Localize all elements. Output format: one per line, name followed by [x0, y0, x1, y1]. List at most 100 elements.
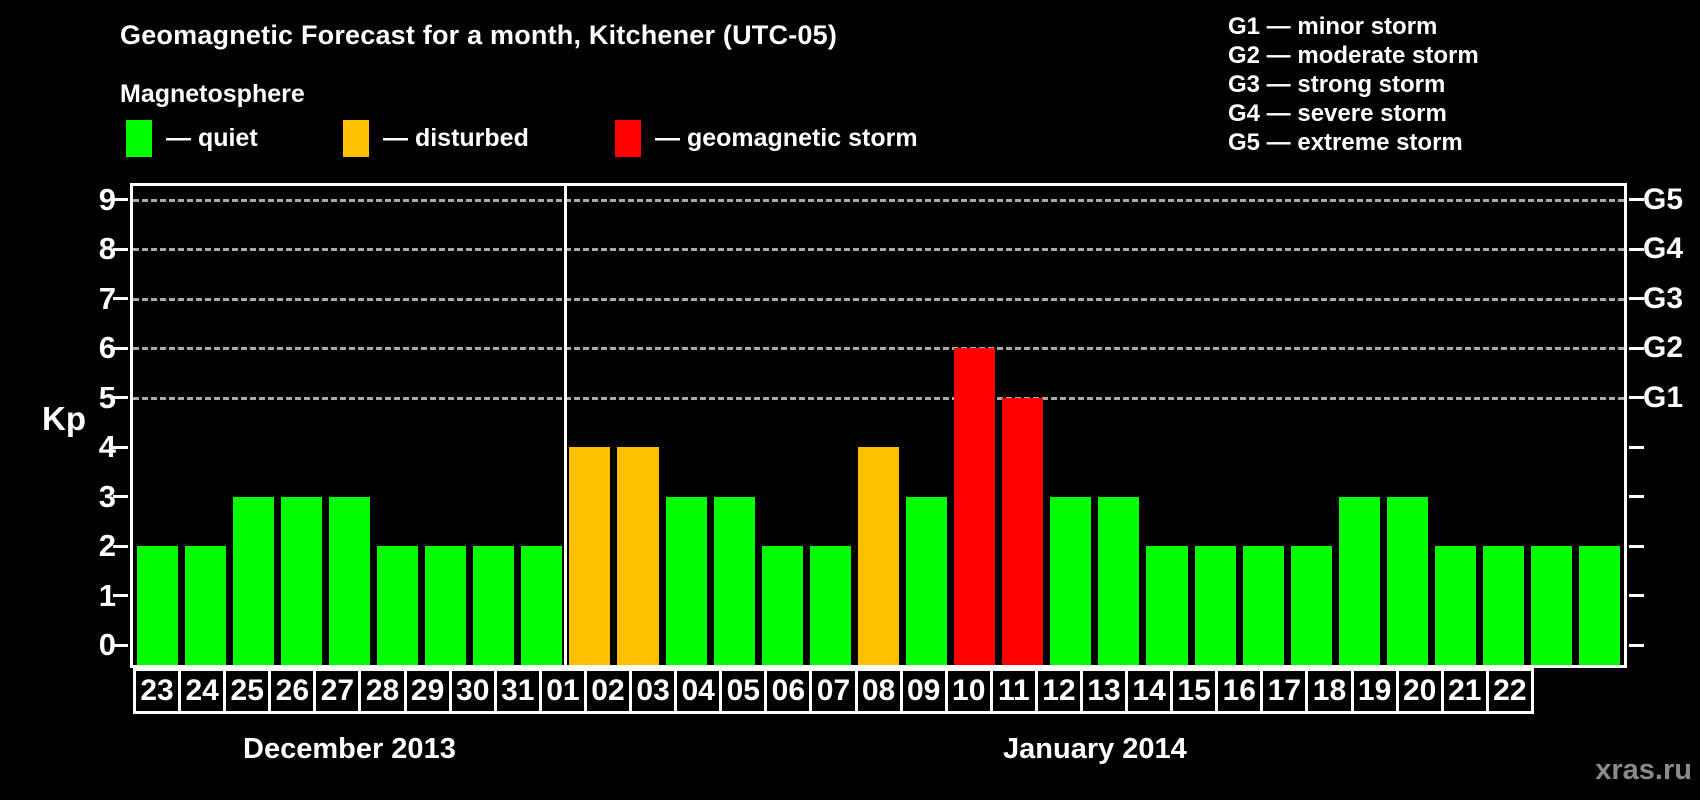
kp-bar-day-20: [1483, 546, 1525, 665]
kp-bar-day-06: [809, 546, 851, 665]
y-axis-tick-label-7: 7: [98, 280, 116, 316]
bar-column-02: [614, 186, 662, 665]
kp-bar-day-01: [569, 447, 611, 665]
bar-column-28: [373, 186, 421, 665]
right-tick-0: [1629, 643, 1644, 647]
bar-column-31: [518, 186, 566, 665]
month-divider-line: [564, 186, 568, 665]
kp-bar-day-23: [136, 546, 178, 665]
kp-bar-day-28: [376, 546, 419, 665]
month-label-january: January 2014: [1003, 733, 1187, 765]
day-label-21: 21: [1440, 668, 1489, 714]
plot-area: [130, 183, 1627, 668]
bar-column-09: [951, 186, 999, 665]
right-tick-1: [1629, 594, 1644, 597]
day-label-30: 30: [448, 668, 497, 714]
legend-item-disturbed: — disturbed: [343, 120, 529, 157]
bar-column-03: [662, 186, 710, 665]
g-axis-label-G5: G5: [1643, 182, 1684, 216]
day-label-22: 22: [1485, 668, 1534, 714]
y-axis-tick-label-9: 9: [98, 181, 116, 217]
kp-bar-day-02: [617, 447, 659, 665]
right-tick-9: [1629, 198, 1644, 201]
right-tick-2: [1629, 544, 1644, 548]
left-tick-2: [113, 544, 128, 548]
bars-container: [133, 186, 1624, 665]
right-tick-4: [1629, 445, 1644, 449]
day-label-05: 05: [719, 668, 768, 714]
y-axis-tick-label-5: 5: [98, 379, 116, 415]
kp-bar-day-29: [425, 546, 467, 665]
day-label-04: 04: [674, 668, 723, 714]
day-label-10: 10: [944, 668, 993, 714]
g-axis-label-G4: G4: [1643, 232, 1684, 265]
right-tick-3: [1629, 495, 1644, 498]
bar-column-06: [806, 186, 854, 665]
storm-swatch-icon: [615, 120, 641, 157]
day-label-26: 26: [268, 668, 317, 714]
left-tick-6: [113, 346, 128, 350]
day-label-06: 06: [764, 668, 813, 714]
chart-title: Geomagnetic Forecast for a month, Kitche…: [120, 20, 838, 50]
day-label-08: 08: [854, 668, 903, 714]
day-label-31: 31: [493, 668, 542, 714]
kp-bar-day-12: [1098, 496, 1140, 665]
day-label-27: 27: [313, 668, 362, 714]
bar-column-11: [1047, 186, 1095, 665]
y-axis-tick-label-4: 4: [98, 429, 116, 464]
kp-bar-day-21: [1531, 546, 1573, 665]
left-tick-0: [113, 643, 128, 647]
month-label-december: December 2013: [243, 733, 456, 765]
day-label-01: 01: [538, 668, 587, 714]
legend-item-storm: — geomagnetic storm: [615, 120, 918, 157]
day-label-28: 28: [358, 668, 407, 714]
bar-column-20: [1480, 186, 1528, 665]
kp-bar-day-15: [1242, 546, 1284, 665]
y-axis-tick-label-3: 3: [98, 478, 116, 514]
y-axis-tick-label-8: 8: [98, 231, 116, 266]
bar-column-04: [710, 186, 758, 665]
g-axis-label-G1: G1: [1643, 380, 1684, 414]
quiet-swatch-icon: [126, 120, 152, 157]
legend-item-label: — geomagnetic storm: [655, 124, 918, 152]
right-tick-5: [1629, 396, 1644, 399]
kp-bar-day-05: [761, 546, 803, 665]
kp-bar-day-25: [232, 496, 274, 665]
day-label-12: 12: [1034, 668, 1083, 714]
g-scale-legend: G1 — minor storm G2 — moderate storm G3 …: [1228, 12, 1479, 157]
day-label-25: 25: [223, 668, 272, 714]
kp-bar-day-26: [280, 496, 322, 665]
gridline-kp6: [133, 347, 1624, 350]
day-label-11: 11: [989, 668, 1038, 714]
bar-column-14: [1191, 186, 1239, 665]
legend-item-quiet: — quiet: [126, 120, 258, 157]
bar-column-01: [566, 186, 614, 665]
left-tick-3: [113, 495, 128, 498]
day-axis: 23 24 25 26 27 28 29 30 31 01 02 03 04 05 06 07 08 09 10 11…: [130, 668, 1627, 714]
gridline-kp7: [133, 297, 1624, 301]
y-axis-title: Kp: [42, 400, 86, 437]
bar-column-10: [999, 186, 1047, 665]
kp-bar-day-04: [713, 496, 755, 665]
bar-column-26: [277, 186, 325, 665]
y-axis-tick-label-6: 6: [98, 330, 116, 365]
bar-column-27: [325, 186, 373, 665]
gridline-kp9: [133, 198, 1624, 202]
right-tick-7: [1629, 297, 1644, 300]
g-legend-line: G3 — strong storm: [1228, 71, 1446, 98]
kp-bar-day-07: [857, 447, 899, 665]
day-label-03: 03: [629, 668, 678, 714]
kp-bar-day-18: [1386, 496, 1429, 665]
kp-bar-day-13: [1146, 546, 1188, 665]
g-legend-line: G5 — extreme storm: [1228, 129, 1463, 156]
bar-column-08: [903, 186, 951, 665]
g-legend-line: G2 — moderate storm: [1228, 42, 1479, 69]
gridline-kp5: [133, 396, 1624, 400]
bar-column-07: [854, 186, 902, 665]
bar-column-15: [1239, 186, 1287, 665]
kp-bar-day-14: [1194, 546, 1236, 665]
day-label-19: 19: [1350, 668, 1399, 714]
day-label-09: 09: [899, 668, 948, 714]
bar-column-22: [1576, 186, 1624, 665]
day-label-02: 02: [583, 668, 633, 714]
